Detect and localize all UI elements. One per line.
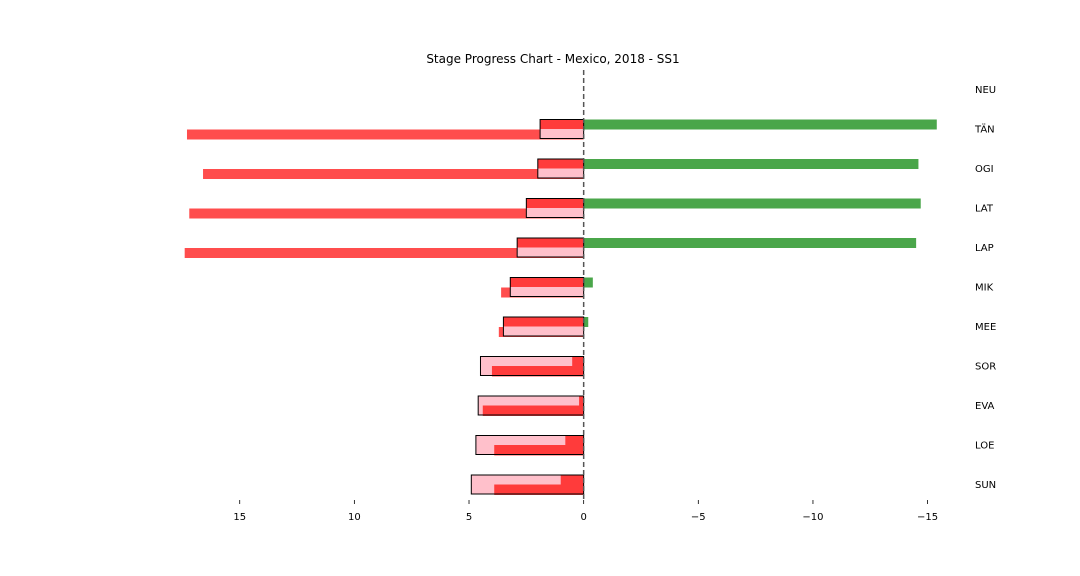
gain-bar-mee (583, 317, 589, 327)
gain-bar-ogi (583, 159, 919, 169)
x-tick-label: −15 (917, 512, 938, 523)
driver-label-eva: EVA (975, 401, 995, 412)
driver-label-sun: SUN (975, 480, 996, 491)
driver-label-lat: LAT (975, 204, 994, 215)
loss-bar-ogi (203, 169, 584, 179)
gain-bar-lat (583, 198, 921, 209)
stage-split-eva (579, 396, 584, 406)
gain-bar-lap (583, 238, 917, 248)
driver-label-ogi: OGI (975, 164, 994, 175)
stage-split-mik (510, 277, 584, 287)
stage-split-loe (565, 435, 584, 445)
driver-label-neu: NEU (975, 85, 996, 96)
x-tick-label: −5 (691, 512, 706, 523)
gain-bar-mik (583, 277, 593, 288)
driver-label-lap: LAP (975, 243, 994, 254)
stage-box-outline-sun (470, 474, 585, 495)
loss-bar-lat (189, 208, 584, 219)
chart-title: Stage Progress Chart - Mexico, 2018 - SS… (426, 52, 679, 66)
stage-split-lat (526, 198, 584, 208)
stage-box-outline-loe (475, 435, 585, 455)
x-tick-label: 15 (233, 512, 246, 523)
bars-layer (184, 119, 937, 495)
stage-split-mee (503, 317, 584, 327)
loss-bar-lap (184, 248, 584, 258)
driver-label-sor: SOR (975, 362, 996, 373)
driver-label-mee: MEE (975, 322, 996, 333)
stage-box-outline-eva (477, 395, 585, 416)
stage-rest-loe (494, 445, 584, 455)
stage-split-sor (572, 356, 584, 366)
driver-label-loe: LOE (975, 441, 994, 452)
stage-split-lap (517, 238, 584, 248)
stage-rest-eva (482, 405, 584, 415)
x-tick-label: 5 (466, 512, 472, 523)
stage-split-sun (560, 475, 584, 485)
loss-bar-tän (186, 129, 584, 140)
driver-label-tän: TÄN (974, 123, 995, 136)
driver-labels: NEU TÄN OGI LAT LAP MIK MEE SOR EVA LOE SUN (974, 85, 996, 491)
x-axis: 15 10 5 0 −5 −10 −15 (233, 500, 938, 523)
x-tick-label: 10 (348, 512, 361, 523)
stage-rest-sor (491, 366, 584, 376)
gain-bar-tän (583, 119, 937, 130)
driver-label-mik: MIK (975, 283, 994, 294)
stage-split-ogi (537, 159, 584, 169)
stage-rest-sun (494, 484, 584, 494)
stage-split-tän (540, 119, 584, 129)
x-tick-label: 0 (580, 512, 586, 523)
x-tick-label: −10 (802, 512, 823, 523)
